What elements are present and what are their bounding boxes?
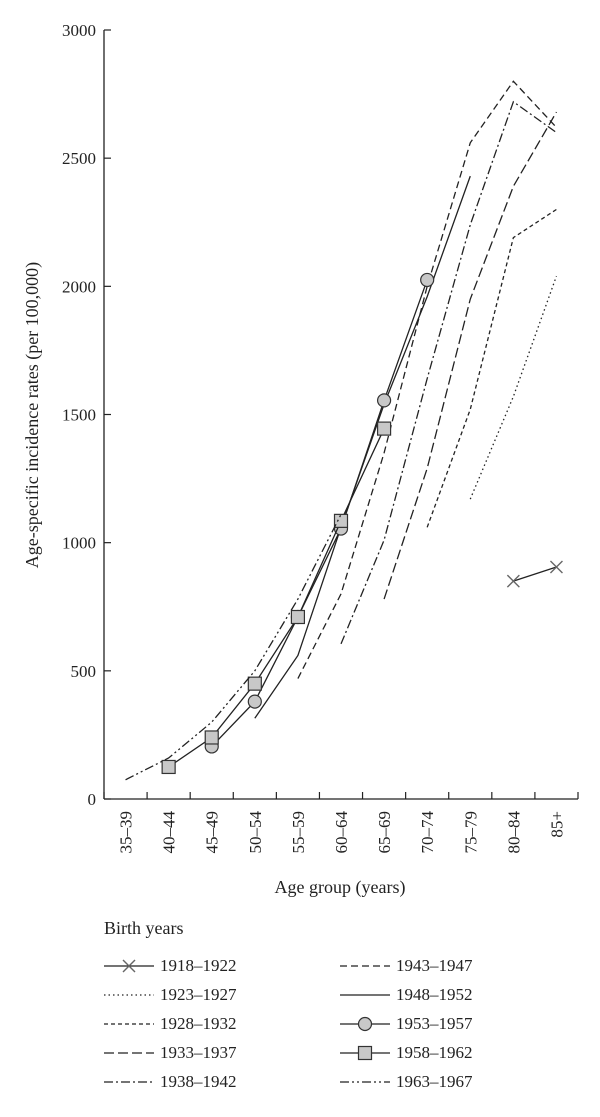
series-1918–1922 <box>506 560 563 588</box>
square-marker <box>333 513 349 528</box>
y-tick-label: 2500 <box>62 149 96 168</box>
x-marker-legend <box>122 959 136 972</box>
series-line <box>426 208 557 528</box>
legend-swatch <box>340 993 390 996</box>
legend-label: 1928–1932 <box>160 1013 237 1033</box>
square-marker <box>204 730 219 745</box>
legend-swatch <box>104 993 154 996</box>
legend-item: 1933–1937 <box>104 1040 340 1065</box>
circle-marker <box>247 694 262 709</box>
square-marker <box>247 676 262 691</box>
legend-label: 1963–1967 <box>396 1071 473 1091</box>
legend-label: 1943–1947 <box>396 955 473 975</box>
legend-item: 1963–1967 <box>340 1069 564 1094</box>
series-line <box>125 514 342 781</box>
series-line <box>297 80 557 679</box>
x-tick-label: 85+ <box>547 811 566 838</box>
legend-swatch <box>104 1080 154 1083</box>
legend-item: 1958–1962 <box>340 1040 564 1065</box>
series-1963–1967 <box>125 514 342 781</box>
legend-swatch <box>340 964 390 967</box>
legend-item: 1928–1932 <box>104 1011 340 1036</box>
legend-grid: 1918–1922 1943–1947 1923–1927 1948–1952 1928… <box>104 953 564 1094</box>
x-axis: 35–39 40–44 45–49 50–54 55–59 60–64 65–69 70–74… <box>103 792 579 854</box>
series-line <box>340 100 557 645</box>
legend-swatch <box>340 1080 390 1083</box>
x-tick-label: 80–84 <box>504 811 523 854</box>
x-marker <box>549 560 563 574</box>
series-1923–1927 <box>469 275 558 500</box>
series-1928–1932 <box>426 208 557 528</box>
series-1938–1942 <box>340 100 557 645</box>
legend-swatch <box>340 1016 390 1031</box>
x-tick-label: 55–59 <box>289 811 308 854</box>
y-axis: 0 500 1000 1500 2000 2500 3000 <box>62 21 111 809</box>
y-axis-title: Age-specific incidence rates (per 100,00… <box>22 262 43 568</box>
legend: Birth years 1918–1922 1943–1947 1923–1927 1… <box>104 918 564 1094</box>
y-tick-label: 0 <box>88 790 97 809</box>
legend-label: 1958–1962 <box>396 1042 473 1062</box>
legend-item: 1923–1927 <box>104 982 340 1007</box>
series-1953–1957 <box>204 272 435 754</box>
x-tick-label: 70–74 <box>418 811 437 854</box>
series-1943–1947 <box>297 80 557 679</box>
circle-marker-legend <box>357 1016 373 1031</box>
legend-label: 1933–1937 <box>160 1042 237 1062</box>
legend-label: 1948–1952 <box>396 984 473 1004</box>
legend-item: 1953–1957 <box>340 1011 564 1036</box>
x-tick-label: 75–79 <box>461 811 480 854</box>
legend-label: 1918–1922 <box>160 955 237 975</box>
legend-swatch <box>104 1051 154 1054</box>
series-1958–1962 <box>161 421 392 775</box>
chart: 0 500 1000 1500 2000 2500 3000 35–39 40–44 45–49… <box>22 21 579 898</box>
legend-item: 1938–1942 <box>104 1069 340 1094</box>
series-line <box>469 275 558 500</box>
legend-item: 1918–1922 <box>104 953 340 978</box>
square-marker <box>161 759 176 775</box>
legend-item: 1943–1947 <box>340 953 564 978</box>
square-marker <box>290 609 306 625</box>
plot-area <box>125 80 563 781</box>
legend-label: 1953–1957 <box>396 1013 473 1033</box>
y-tick-label: 500 <box>71 662 97 681</box>
square-marker-legend <box>357 1045 373 1060</box>
series-line <box>383 111 558 600</box>
series-line <box>211 279 428 747</box>
circle-marker <box>376 393 392 408</box>
x-tick-label: 65–69 <box>375 811 394 854</box>
x-marker <box>506 574 520 588</box>
series-line <box>513 566 557 582</box>
x-tick-label: 60–64 <box>332 811 351 854</box>
y-tick-label: 1500 <box>62 406 96 425</box>
legend-label: 1923–1927 <box>160 984 237 1004</box>
legend-label: 1938–1942 <box>160 1071 237 1091</box>
circle-marker <box>420 272 435 288</box>
series-1933–1937 <box>383 111 558 600</box>
x-tick-label: 40–44 <box>160 811 179 854</box>
legend-swatch <box>104 959 154 972</box>
legend-title: Birth years <box>104 918 184 938</box>
y-tick-label: 2000 <box>62 277 96 296</box>
x-tick-label: 35–39 <box>117 811 136 854</box>
legend-item: 1948–1952 <box>340 982 564 1007</box>
x-axis-title: Age group (years) <box>275 877 406 898</box>
y-tick-label: 1000 <box>62 534 96 553</box>
series-line <box>168 428 385 768</box>
legend-swatch <box>340 1045 390 1060</box>
legend-swatch <box>104 1022 154 1025</box>
x-tick-label: 45–49 <box>203 811 222 854</box>
square-marker <box>376 421 392 436</box>
x-tick-label: 50–54 <box>246 811 265 854</box>
y-tick-label: 3000 <box>62 21 96 40</box>
